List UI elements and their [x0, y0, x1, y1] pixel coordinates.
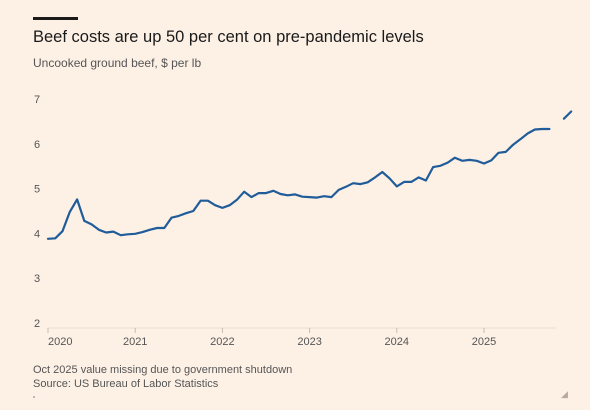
x-tick-label: 2023 [297, 336, 321, 348]
x-tick-label: 2025 [472, 336, 496, 348]
y-tick-label: 4 [34, 228, 40, 240]
x-tick-label: 2022 [210, 336, 234, 348]
series-line-segment-1 [46, 127, 551, 240]
x-tick-label: 2021 [123, 336, 147, 348]
y-tick-label: 2 [34, 318, 40, 330]
x-tick-label: 2020 [48, 336, 72, 348]
source-note: Source: US Bureau of Labor Statistics [33, 378, 219, 390]
chart-subtitle: Uncooked ground beef, $ per lb [33, 56, 202, 70]
footer-dot [33, 396, 35, 398]
watermark-icon: ◢ [561, 389, 568, 399]
y-tick-label: 7 [34, 94, 40, 106]
y-tick-label: 6 [34, 139, 40, 151]
header-rule [33, 17, 78, 20]
y-tick-label: 5 [34, 184, 40, 196]
footnote: Oct 2025 value missing due to government… [33, 364, 293, 376]
chart-title: Beef costs are up 50 per cent on pre-pan… [33, 28, 424, 46]
y-tick-label: 3 [34, 273, 40, 285]
x-tick-label: 2024 [385, 336, 409, 348]
series-line-segment-2 [562, 110, 573, 120]
